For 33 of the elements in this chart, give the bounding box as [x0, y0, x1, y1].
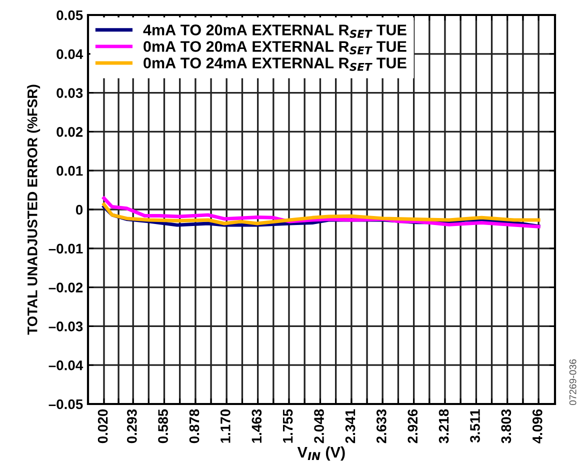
y-tick-label: 0.05	[56, 10, 83, 20]
x-axis-title: V$_{IN}$ (V)	[297, 446, 345, 461]
x-tick-label: 2.048	[314, 409, 324, 444]
x-tick-label: 0.020	[98, 409, 108, 444]
x-tick-label: 2.633	[376, 409, 386, 444]
legend-label: 0mA TO 20mA EXTERNAL R$_{SET}$ TUE	[144, 41, 406, 54]
y-tick-label: –0.02	[48, 282, 83, 292]
y-tick-label: 0	[76, 204, 83, 215]
legend-label: 0mA TO 24mA EXTERNAL R$_{SET}$ TUE	[144, 58, 406, 71]
legend-label: 4mA TO 20mA EXTERNAL R$_{SET}$ TUE	[143, 24, 406, 38]
y-tick-label: –0.04	[48, 360, 84, 370]
text: 07269-036	[569, 359, 576, 406]
x-tick-label: 1.170	[220, 409, 230, 443]
x-tick-label: 3.511	[470, 409, 480, 443]
y-tick-label: 0.04	[56, 49, 84, 60]
line-series	[102, 196, 540, 228]
y-tick-label: 0.03	[56, 88, 83, 98]
x-tick-label: 0.293	[126, 409, 137, 444]
x-tick-label: 4.096	[532, 409, 542, 444]
x-tick-label: 1.463	[252, 409, 262, 443]
x-tick-label: 2.341	[345, 409, 356, 444]
x-tick-label: 1.755	[283, 409, 293, 443]
x-tick-label: 0.585	[158, 409, 168, 444]
x-tick-label: 3.218	[438, 409, 449, 444]
y-tick-label: 0.02	[56, 127, 83, 137]
x-tick-label: 3.803	[501, 409, 512, 444]
y-axis-title: TOTAL UNADJUSTED ERROR (%FSR)	[27, 84, 40, 335]
x-tick-label: 2.926	[408, 409, 418, 444]
y-tick-label: –0.05	[48, 399, 83, 410]
x-tick-label: 0.878	[189, 409, 200, 444]
y-tick-label: –0.01	[48, 244, 83, 254]
y-tick-label: 0.01	[56, 166, 83, 176]
y-tick-label: –0.03	[48, 322, 83, 332]
